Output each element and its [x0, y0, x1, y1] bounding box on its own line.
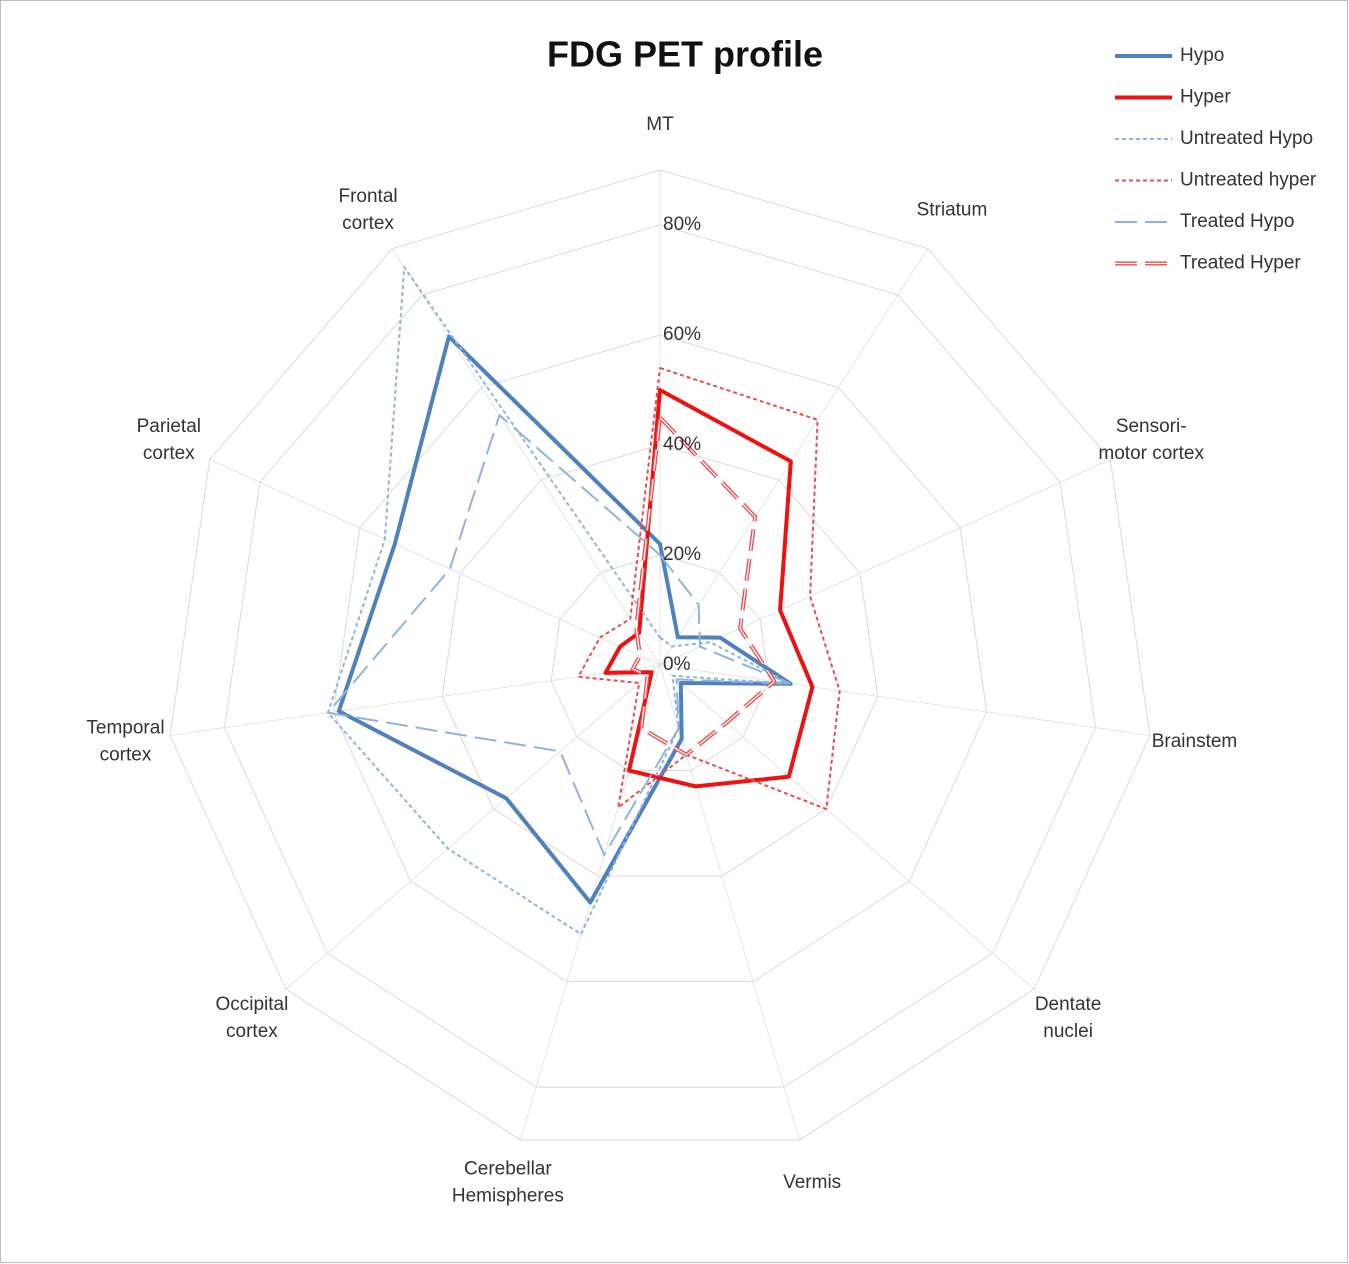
spoke — [391, 248, 661, 666]
spoke — [659, 664, 1035, 990]
series-line-inner — [631, 416, 776, 756]
category-label: Vermis — [783, 1172, 841, 1193]
category-label: MT — [646, 114, 674, 135]
spoke — [659, 664, 800, 1141]
chart-title: FDG PET profile — [547, 34, 823, 75]
legend-label: Hyper — [1180, 87, 1231, 108]
series-line — [336, 334, 793, 905]
legend-label: Untreated hyper — [1180, 170, 1317, 191]
legend-label: Untreated Hypo — [1180, 128, 1313, 149]
y-tick-label: 20% — [663, 544, 701, 565]
legend-label: Treated Hyper — [1180, 253, 1301, 274]
category-label: Occipital cortex — [215, 994, 288, 1042]
category-label: Sensori-motor cortex — [1098, 416, 1204, 464]
y-tick-label: 60% — [663, 324, 701, 345]
series-line — [326, 266, 792, 936]
grid-ring — [441, 444, 879, 877]
legend-label: Hypo — [1180, 45, 1224, 66]
y-tick-label: 0% — [663, 654, 691, 675]
spoke — [659, 248, 929, 666]
category-label: Parietal cortex — [137, 416, 201, 464]
grid-ring — [550, 554, 770, 772]
spoke — [659, 458, 1111, 666]
spoke — [209, 458, 661, 666]
grid-ring — [332, 334, 988, 983]
category-label: Brainstem — [1152, 731, 1238, 752]
y-tick-label: 80% — [663, 214, 701, 235]
category-label: Cerebellar Hemispheres — [452, 1159, 564, 1207]
legend-label: Treated Hypo — [1180, 211, 1294, 232]
spoke — [169, 664, 661, 736]
category-label: Temporal cortex — [86, 717, 164, 765]
series-line — [326, 414, 792, 856]
grid-ring — [223, 224, 1097, 1088]
y-tick-label: 40% — [663, 434, 701, 455]
category-label: Frontal cortex — [338, 186, 397, 234]
outer-ring — [169, 169, 1151, 1141]
category-label: Dentate nuclei — [1035, 994, 1102, 1042]
category-label: Striatum — [917, 200, 988, 221]
spoke — [659, 664, 1151, 736]
spoke — [285, 664, 661, 990]
series-line — [603, 388, 815, 789]
